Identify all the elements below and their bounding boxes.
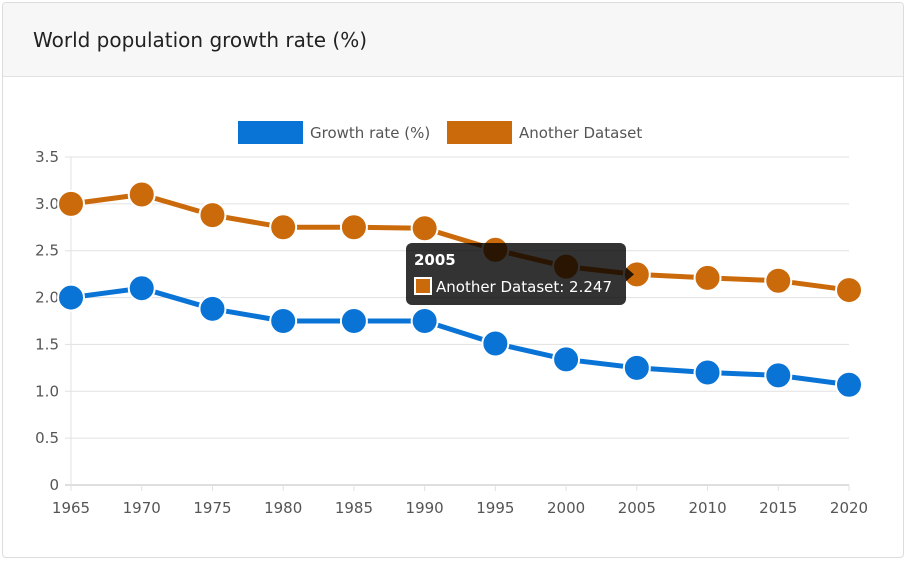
data-point[interactable]: [339, 213, 368, 242]
y-tick-label: 1.0: [35, 382, 59, 400]
data-point[interactable]: [693, 358, 722, 387]
data-point[interactable]: [198, 294, 227, 323]
x-tick-label: 2020: [830, 499, 868, 517]
data-point[interactable]: [835, 276, 863, 305]
y-tick-label: 2.0: [35, 289, 59, 307]
tooltip-box: [406, 243, 626, 305]
x-tick-label: 1985: [335, 499, 373, 517]
x-tick-label: 1975: [193, 499, 231, 517]
data-point[interactable]: [410, 307, 439, 335]
x-tick-label: 2005: [618, 499, 656, 517]
x-tick-label: 1970: [123, 499, 161, 517]
tooltip-label: Another Dataset: 2.247: [436, 278, 612, 296]
legend-swatch[interactable]: [447, 121, 512, 144]
data-point[interactable]: [622, 353, 651, 382]
y-tick-label: 1.5: [35, 335, 59, 353]
data-point[interactable]: [127, 274, 156, 303]
card-title: World population growth rate (%): [33, 27, 367, 52]
y-tick-label: 0: [49, 476, 59, 494]
legend-label[interactable]: Another Dataset: [519, 124, 642, 142]
data-point[interactable]: [481, 329, 510, 358]
data-point[interactable]: [127, 180, 156, 209]
card-header: World population growth rate (%): [3, 3, 903, 77]
tooltip-swatch: [414, 277, 432, 295]
data-point[interactable]: [269, 307, 298, 335]
legend-label[interactable]: Growth rate (%): [310, 124, 430, 142]
legend-swatch[interactable]: [238, 121, 303, 144]
x-tick-label: 1990: [406, 499, 444, 517]
data-point[interactable]: [764, 266, 793, 295]
x-tick-label: 1995: [476, 499, 514, 517]
y-tick-label: 2.5: [35, 242, 59, 260]
tooltip: 2005 Another Dataset: 2.247: [406, 243, 634, 305]
data-point[interactable]: [57, 283, 85, 312]
data-point[interactable]: [57, 189, 85, 218]
x-tick-label: 1965: [52, 499, 90, 517]
y-tick-label: 0.5: [35, 429, 59, 447]
data-point[interactable]: [410, 214, 439, 243]
tooltip-caret: [626, 267, 634, 282]
data-point[interactable]: [835, 370, 863, 399]
y-tick-label: 3.0: [35, 195, 59, 213]
data-point[interactable]: [552, 345, 581, 374]
data-point[interactable]: [339, 307, 368, 335]
x-tick-label: 2015: [759, 499, 797, 517]
data-point[interactable]: [198, 201, 227, 230]
x-tick-label: 1980: [264, 499, 302, 517]
x-tick-label: 2000: [547, 499, 585, 517]
x-tick-label: 2010: [688, 499, 726, 517]
tooltip-title: 2005: [414, 251, 456, 269]
y-tick-label: 3.5: [35, 148, 59, 166]
data-point[interactable]: [269, 213, 298, 242]
data-point[interactable]: [764, 361, 793, 390]
data-point[interactable]: [693, 263, 722, 292]
